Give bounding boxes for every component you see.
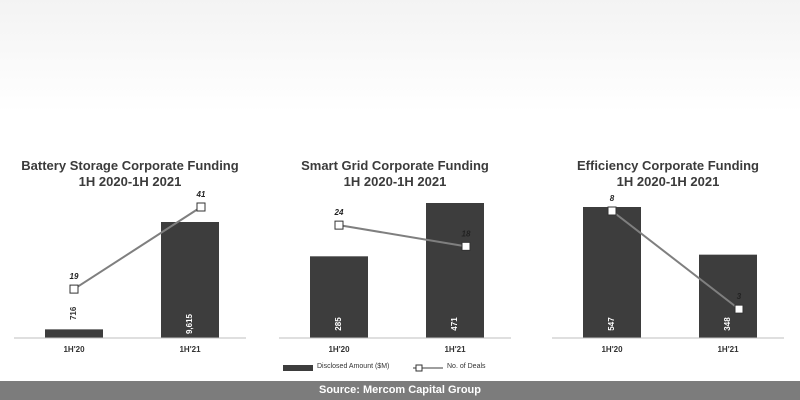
bar xyxy=(45,329,103,338)
chart-title: Efficiency Corporate Funding xyxy=(576,158,759,173)
x-tick-label: 1H'20 xyxy=(63,345,85,354)
legend-bar-swatch xyxy=(283,365,313,371)
deals-point xyxy=(196,202,206,212)
chart-title: Smart Grid Corporate Funding xyxy=(301,158,489,173)
deals-value-label: 41 xyxy=(196,190,206,199)
x-tick-label: 1H'20 xyxy=(601,345,623,354)
chart-legend: Disclosed Amount ($M) No. of Deals xyxy=(283,362,543,374)
battery-storage-chart-plot: 716 9,615 1H'20 1H'21 19 41 xyxy=(14,190,246,354)
deals-line xyxy=(611,210,740,310)
efficiency-chart-panel: Efficiency Corporate Funding 1H 2020-1H … xyxy=(548,0,788,380)
bar xyxy=(161,222,219,338)
source-footer: Source: Mercom Capital Group xyxy=(0,381,800,400)
x-tick-label: 1H'21 xyxy=(444,345,466,354)
bar-value-label: 716 xyxy=(69,306,78,320)
bar xyxy=(583,207,641,338)
deals-value-label: 8 xyxy=(610,194,615,203)
chart-subtitle: 1H 2020-1H 2021 xyxy=(343,174,447,189)
deals-line xyxy=(338,224,467,248)
bar xyxy=(699,254,757,338)
bar xyxy=(310,256,368,338)
smart-grid-chart-plot: 285 471 1H'20 1H'21 24 18 xyxy=(279,203,511,354)
legend-line-swatch xyxy=(413,364,443,372)
bar-value-label: 285 xyxy=(334,317,343,331)
legend-line-label: No. of Deals xyxy=(447,363,486,370)
deals-value-label: 24 xyxy=(334,208,344,217)
chart-title: Battery Storage Corporate Funding xyxy=(21,158,239,173)
deals-point xyxy=(334,220,344,230)
smart-grid-chart-panel: Smart Grid Corporate Funding 1H 2020-1H … xyxy=(275,0,515,380)
deals-point xyxy=(734,304,744,314)
efficiency-chart-plot: 547 348 1H'20 1H'21 8 3 xyxy=(552,194,784,354)
bar-value-label: 547 xyxy=(607,317,616,331)
deals-value-label: 18 xyxy=(462,229,471,238)
deals-value-label: 3 xyxy=(737,292,742,301)
chart-subtitle: 1H 2020-1H 2021 xyxy=(78,174,182,189)
x-tick-label: 1H'20 xyxy=(328,345,350,354)
x-tick-label: 1H'21 xyxy=(179,345,201,354)
bar-value-label: 9,615 xyxy=(185,313,194,334)
chart-subtitle: 1H 2020-1H 2021 xyxy=(616,174,720,189)
deals-line xyxy=(73,206,202,290)
legend-bar-label: Disclosed Amount ($M) xyxy=(317,363,390,370)
bar-value-label: 348 xyxy=(723,317,732,331)
x-tick-label: 1H'21 xyxy=(717,345,739,354)
deals-point xyxy=(461,241,471,251)
battery-storage-chart-panel: Battery Storage Corporate Funding 1H 202… xyxy=(10,0,250,380)
bar-value-label: 471 xyxy=(450,317,459,331)
deals-point xyxy=(69,284,79,294)
bar xyxy=(426,203,484,338)
deals-value-label: 19 xyxy=(70,272,79,281)
deals-point xyxy=(607,206,617,216)
